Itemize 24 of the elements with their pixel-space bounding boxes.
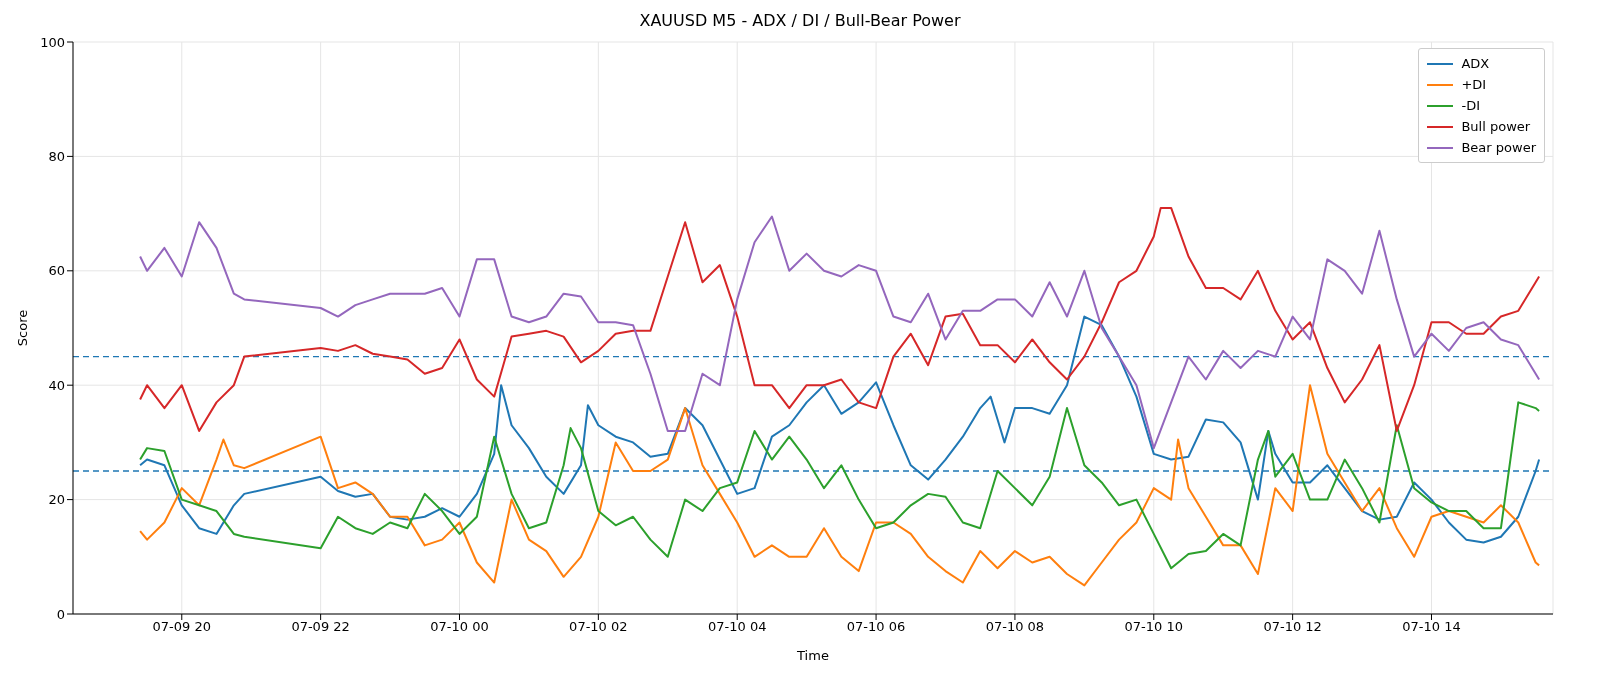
legend-label: Bull power	[1461, 118, 1531, 136]
x-tick-label: 07-09 22	[291, 619, 350, 635]
y-tick-label: 80	[48, 149, 65, 165]
y-tick-label: 60	[48, 263, 65, 279]
legend-label: +DI	[1461, 76, 1487, 94]
x-tick-label: 07-09 20	[152, 619, 211, 635]
x-tick-label: 07-10 04	[707, 619, 767, 635]
y-axis-title: Score	[14, 309, 30, 347]
y-tick-label: 20	[48, 492, 65, 508]
x-tick-label: 07-10 06	[846, 619, 906, 635]
x-axis-title: Time	[796, 648, 829, 663]
x-tick-label: 07-10 02	[569, 619, 628, 635]
legend-label: ADX	[1461, 55, 1490, 73]
chart-title: XAUUSD M5 - ADX / DI / Bull-Bear Power	[638, 10, 962, 32]
x-tick-label: 07-10 10	[1124, 619, 1184, 635]
y-tick-label: 40	[48, 377, 65, 393]
legend-label: Bear power	[1461, 139, 1536, 157]
x-tick-label: 07-10 08	[985, 619, 1045, 635]
x-tick-label: 07-10 00	[430, 619, 489, 635]
x-tick-label: 07-10 14	[1402, 619, 1461, 635]
x-tick-label: 07-10 12	[1263, 619, 1322, 635]
y-tick-label: 100	[40, 34, 65, 50]
legend-label: -DI	[1461, 97, 1480, 115]
y-tick-label: 0	[56, 606, 65, 622]
